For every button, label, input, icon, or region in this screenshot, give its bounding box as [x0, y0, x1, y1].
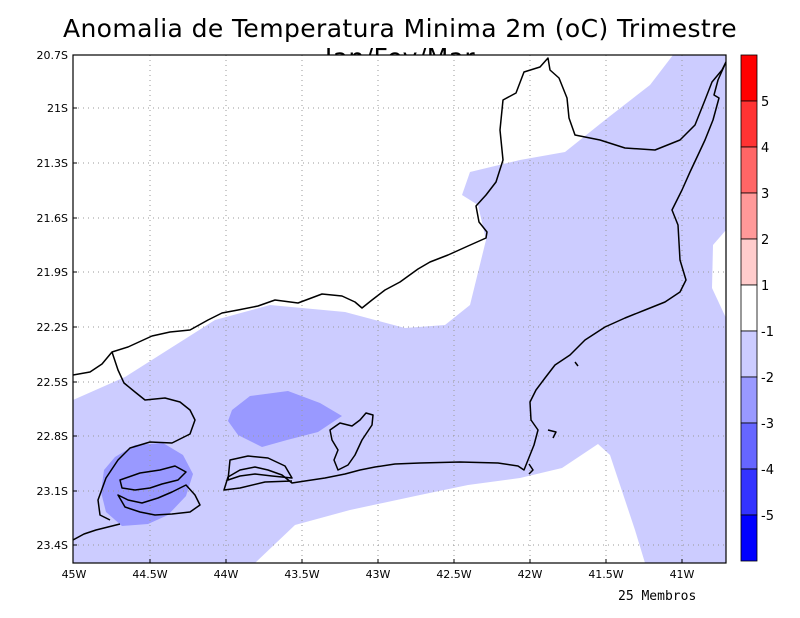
lat-tick-label: 23.1S [37, 485, 68, 498]
colorbar: 5 4 3 2 1 -1 -2 -3 -4 -5 [740, 54, 774, 562]
y-tick-marks [73, 54, 77, 546]
colorbar-swatch [740, 146, 758, 194]
colorbar-swatch [740, 192, 758, 240]
state-border [73, 57, 726, 376]
blue-region-inland [228, 391, 342, 447]
x-tick-marks [72, 559, 683, 563]
lon-tick-label: 43W [366, 568, 391, 581]
lon-tick-labels: 45W 44.5W 44W 43.5W 43W 42.5W 42W 41.5W … [62, 568, 695, 581]
angra-coast [117, 484, 201, 516]
colorbar-swatch [740, 54, 758, 102]
colorbar-label: -2 [761, 371, 774, 386]
guanabara-bay [329, 412, 374, 471]
lon-tick-label: 44.5W [132, 568, 167, 581]
lat-tick-label: 22.8S [37, 430, 68, 443]
cabo-frio-islands [528, 463, 534, 475]
colorbar-label: -3 [761, 417, 774, 432]
colorbar-swatch [740, 422, 758, 470]
boundaries [73, 57, 726, 541]
colorbar-swatch [740, 468, 758, 516]
members-note: 25 Membros [618, 589, 697, 604]
sw-coast [73, 523, 121, 541]
colorbar-swatch [740, 514, 758, 562]
anomaly-field [73, 55, 726, 563]
colorbar-swatch [740, 100, 758, 148]
mg-sp-border [97, 351, 196, 521]
lat-tick-label: 21.9S [37, 266, 68, 279]
colorbar-label: -5 [761, 509, 774, 524]
lon-tick-label: 45W [62, 568, 87, 581]
marica-coast [547, 429, 557, 439]
colorbar-label: 1 [761, 279, 769, 294]
lon-tick-label: 41.5W [588, 568, 623, 581]
colorbar-swatch [740, 376, 758, 424]
colorbar-label: -4 [761, 463, 774, 478]
lon-tick-label: 41W [670, 568, 695, 581]
colorbar-swatch [740, 238, 758, 286]
colorbar-swatch [740, 330, 758, 378]
sepetiba-bay [227, 455, 293, 481]
lat-tick-label: 20.7S [37, 49, 68, 62]
lon-tick-label: 43.5W [284, 568, 319, 581]
lon-tick-label: 42.5W [436, 568, 471, 581]
colorbar-label: 3 [761, 187, 769, 202]
colorbar-label: 5 [761, 95, 769, 110]
lat-tick-label: 22.2S [37, 321, 68, 334]
lat-tick-label: 21.3S [37, 157, 68, 170]
lat-tick-label: 23.4S [37, 539, 68, 552]
colorbar-label: 4 [761, 141, 769, 156]
colorbar-label: 2 [761, 233, 769, 248]
lat-tick-label: 21S [47, 102, 68, 115]
colorbar-label: -1 [761, 325, 774, 340]
plot-frame [72, 54, 727, 564]
lat-tick-label: 21.6S [37, 212, 68, 225]
colorbar-swatch [740, 284, 758, 332]
coastline [223, 61, 726, 491]
lon-tick-label: 42W [518, 568, 543, 581]
lon-tick-label: 44W [214, 568, 239, 581]
light-blue-region [73, 55, 726, 563]
lat-tick-label: 22.5S [37, 376, 68, 389]
ilha-grande [119, 465, 187, 491]
saquarema-island [574, 361, 579, 367]
lat-tick-labels: 20.7S 21S 21.3S 21.6S 21.9S 22.2S 22.5S … [37, 49, 68, 552]
